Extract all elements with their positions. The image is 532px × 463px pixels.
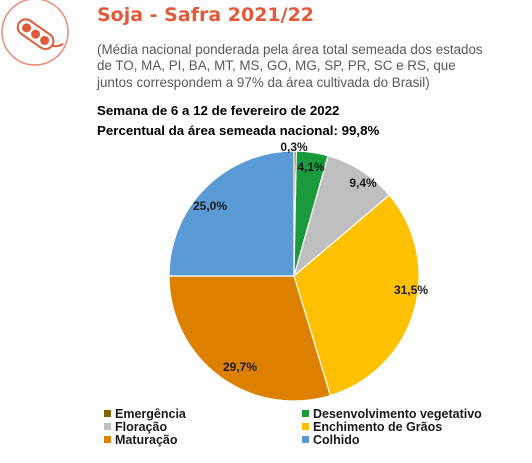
legend-swatch-desenvolvimento-vegetativo [302, 410, 309, 417]
legend-swatch-enchimento-de-graos [302, 423, 309, 430]
subtitle: (Média nacional ponderada pela área tota… [97, 42, 522, 91]
soybean-logo [0, 0, 70, 70]
subtitle-line: (Média nacional ponderada pela área tota… [97, 42, 483, 57]
data-label-emergencia: 0,3% [280, 140, 308, 154]
page-title: Soja - Safra 2021/22 [97, 4, 315, 26]
data-label-desenvolvimento-vegetativo: 4,1% [297, 160, 325, 174]
legend-label-colhido: Colhido [313, 433, 360, 447]
legend-label-desenvolvimento-vegetativo: Desenvolvimento vegetativo [313, 407, 482, 421]
data-label-maturacao: 29,7% [223, 360, 257, 374]
legend-label-emergencia: Emergência [115, 407, 187, 421]
week-range: Semana de 6 a 12 de fevereiro de 2022 [97, 103, 340, 118]
data-label-floracao: 9,4% [349, 176, 377, 190]
pie-labels: 0,3% 4,1% 9,4% 31,5% 29,7% 25,0% [193, 140, 428, 374]
data-label-enchimento-de-graos: 31,5% [394, 283, 428, 297]
subtitle-line: de TO, MA, PI, BA, MT, MS, GO, MG, SP, P… [97, 58, 456, 74]
data-label-colhido: 25,0% [193, 199, 227, 213]
area-sown-percent: Percentual da área semeada nacional: 99,… [97, 123, 380, 138]
pie-slice-colhido [168, 150, 295, 277]
legend-label-floracao: Floração [115, 420, 167, 434]
legend-swatch-colhido [302, 436, 309, 443]
chart-legend: Emergência Desenvolvimento vegetativo Flor… [104, 407, 482, 447]
legend-label-enchimento-de-graos: Enchimento de Grãos [313, 420, 442, 434]
legend-swatch-maturacao [104, 436, 111, 443]
pie-slice-maturacao [168, 275, 332, 402]
soybean-pod-icon [1, 0, 69, 66]
legend-swatch-floracao [104, 423, 111, 430]
pie-slice-enchimento-de-graos [293, 194, 420, 397]
pie-slices [168, 150, 420, 402]
subtitle-line: juntos correspondem a 97% da área cultiv… [97, 74, 430, 90]
legend-swatch-emergencia [104, 410, 111, 417]
legend-label-maturacao: Maturação [115, 433, 178, 447]
